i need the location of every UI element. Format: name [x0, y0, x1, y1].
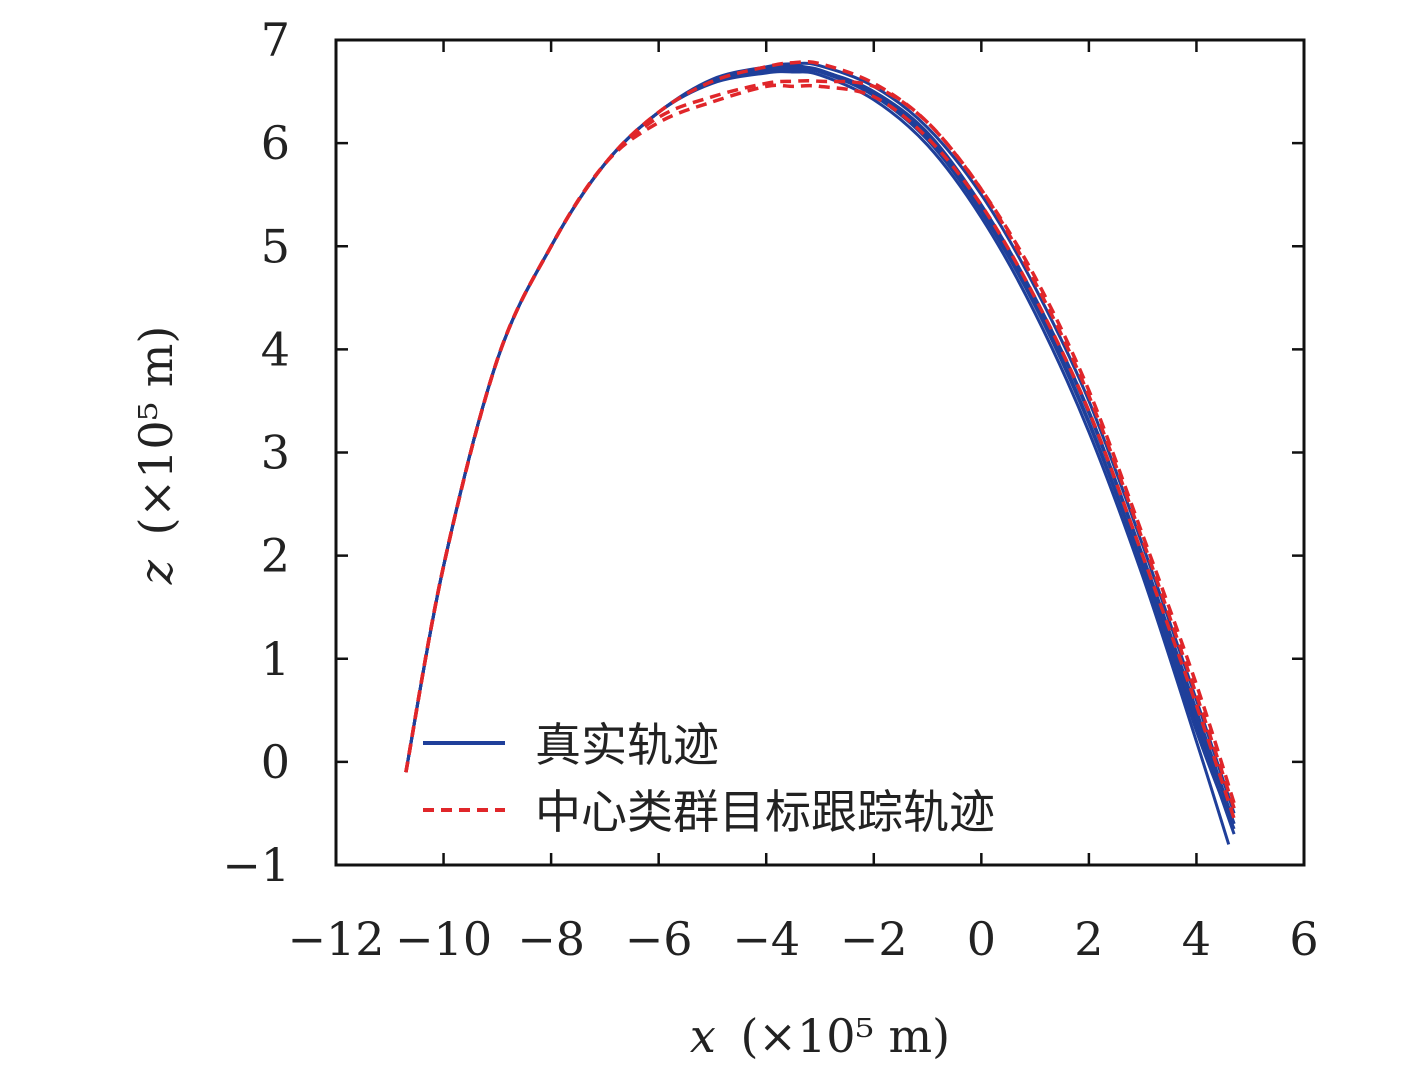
y-tick-label: 7	[261, 13, 290, 67]
x-tick-label: −12	[287, 912, 384, 966]
y-tick-label: −1	[222, 838, 290, 892]
series-1-trajectory-2	[404, 59, 1236, 809]
x-tick-label: 6	[1289, 912, 1318, 966]
y-tick-label: 6	[261, 116, 290, 170]
y-axis-var: z	[129, 559, 183, 585]
x-tick-label: −4	[732, 912, 800, 966]
x-tick-label: 2	[1074, 912, 1103, 966]
series-0-trajectory-3	[404, 61, 1236, 814]
series-1	[404, 59, 1236, 820]
y-tick-label: 4	[261, 322, 290, 376]
legend: 真实轨迹 中心类群目标跟踪轨迹	[423, 718, 995, 839]
x-axis-unit: (×10⁵ m)	[740, 1009, 950, 1063]
series-layer	[404, 59, 1236, 845]
x-axis-var: x	[690, 1009, 716, 1063]
y-axis-label: z (×10⁵ m)	[129, 326, 183, 586]
x-tick-label: −8	[517, 912, 585, 966]
series-1-trajectory-1	[404, 83, 1236, 820]
x-tick-label: −2	[840, 912, 908, 966]
y-axis-unit: (×10⁵ m)	[129, 326, 183, 536]
x-tick-label: 4	[1182, 912, 1211, 966]
series-1-trajectory-0	[404, 79, 1236, 804]
legend-label-cluster-tracking: 中心类群目标跟踪轨迹	[535, 785, 995, 839]
y-tick-label: 1	[261, 632, 290, 686]
y-tick-label: 3	[261, 426, 290, 480]
legend-label-true-trajectory: 真实轨迹	[535, 718, 719, 772]
x-tick-label: −10	[395, 912, 492, 966]
y-tick-label: 0	[261, 735, 290, 789]
x-axis-label: x (×10⁵ m)	[690, 1009, 950, 1063]
y-tick-label: 5	[261, 219, 290, 273]
x-tick-label: −6	[625, 912, 693, 966]
x-tick-label: 0	[967, 912, 996, 966]
y-tick-label: 2	[261, 529, 290, 583]
series-0	[404, 61, 1236, 845]
